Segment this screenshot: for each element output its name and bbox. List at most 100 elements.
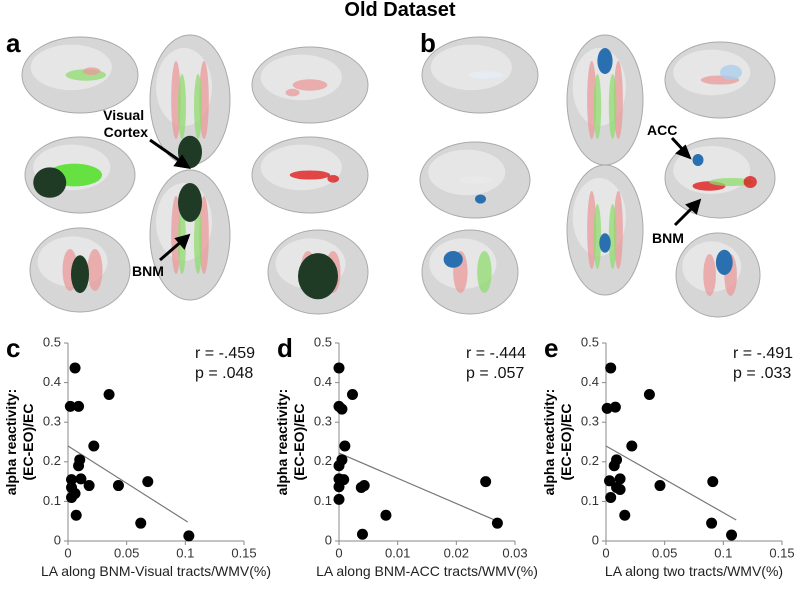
tract [593, 204, 602, 269]
tract [458, 176, 492, 184]
figure-title: Old Dataset [344, 0, 455, 21]
point [333, 493, 345, 505]
y-tick-label: 0 [54, 532, 61, 547]
y-axis-label: (EC-EO)/EC [20, 404, 36, 481]
y-tick-label: 0.3 [314, 414, 332, 429]
region [33, 167, 67, 198]
x-axis-label: LA along BNM-Visual tracts/WMV(%) [41, 563, 271, 579]
x-tick-label: 0.05 [652, 545, 677, 560]
fit-line [67, 445, 189, 523]
x-axis-label: LA along BNM-ACC tracts/WMV(%) [316, 563, 538, 579]
tract [327, 175, 340, 183]
y-tick-label: 0.4 [581, 374, 599, 389]
point [626, 440, 638, 452]
panel-label: b [420, 28, 436, 58]
point [73, 400, 85, 412]
point [142, 476, 154, 488]
point [356, 528, 368, 540]
point [491, 517, 503, 529]
point [355, 482, 367, 494]
point [380, 509, 392, 521]
tract [608, 204, 617, 269]
point [75, 473, 87, 485]
point [609, 401, 621, 413]
point [605, 491, 617, 503]
x-tick-label: 0 [335, 545, 342, 560]
y-tick-label: 0.2 [43, 453, 61, 468]
point [70, 509, 82, 521]
tract [593, 74, 602, 139]
y-tick-label: 0 [325, 532, 332, 547]
region [71, 255, 89, 294]
fit-line [338, 452, 498, 522]
y-axis-label: alpha reactivity: [541, 389, 557, 496]
brain-shade [260, 144, 342, 191]
point [333, 481, 345, 493]
point [339, 440, 351, 452]
y-tick-label: 0.1 [314, 493, 332, 508]
tract [178, 74, 186, 139]
region [692, 154, 704, 166]
tract [743, 176, 757, 188]
region [178, 183, 202, 222]
x-tick-label: 0.01 [385, 545, 410, 560]
point [605, 362, 617, 374]
x-tick-label: 0.15 [231, 545, 256, 560]
chart: e 0 0.1 0.2 0.3 0.4 0.5 0 0.05 0.1 0.15 LA along tw… [541, 333, 795, 579]
y-axis-label: alpha reactivity: [274, 389, 290, 496]
y-tick-label: 0.1 [581, 493, 599, 508]
point [619, 509, 631, 521]
point [608, 460, 620, 472]
tract [194, 74, 202, 139]
chart: d 0 0.1 0.2 0.3 0.4 0.5 0 0.01 0.02 0.03 LA along B… [274, 333, 538, 579]
point [112, 480, 124, 492]
annotation: BNM [652, 230, 684, 246]
brain-shade [30, 44, 112, 91]
point [601, 402, 613, 414]
x-tick-label: 0.03 [502, 545, 527, 560]
point [73, 460, 85, 472]
tract [608, 74, 617, 139]
y-tick-label: 0.4 [43, 374, 61, 389]
point [643, 388, 655, 400]
point [183, 530, 195, 542]
tract [194, 209, 202, 274]
y-tick-label: 0.5 [581, 334, 599, 349]
x-tick-label: 0.1 [714, 545, 732, 560]
tract [292, 79, 328, 91]
point [707, 476, 719, 488]
region [475, 194, 486, 204]
y-tick-label: 0.5 [314, 334, 332, 349]
annotation: BNM [132, 263, 164, 279]
tract [289, 170, 331, 180]
x-tick-label: 0.05 [114, 545, 139, 560]
point [83, 480, 95, 492]
y-tick-label: 0.2 [314, 453, 332, 468]
tract [285, 88, 300, 97]
point [336, 403, 348, 415]
point [64, 400, 76, 412]
point [654, 480, 666, 492]
stat-annotation: r = -.444 [466, 345, 526, 362]
panel-label: d [277, 333, 293, 363]
y-axis-label: (EC-EO)/EC [558, 404, 574, 481]
tract [703, 254, 716, 296]
y-axis-label: alpha reactivity: [3, 389, 19, 496]
panel-label: a [6, 28, 21, 58]
panel-label: e [544, 333, 558, 363]
point [135, 517, 147, 529]
stat-annotation: p = .033 [733, 365, 791, 382]
y-tick-label: 0.4 [314, 374, 332, 389]
point [69, 362, 81, 374]
brain-shade [673, 49, 751, 96]
brain-renderings [21, 34, 776, 318]
point [333, 362, 345, 374]
tract [709, 178, 753, 186]
fit-line [605, 445, 737, 521]
brain-shade [430, 44, 512, 91]
stat-annotation: r = -.491 [733, 345, 793, 362]
y-tick-label: 0.5 [43, 334, 61, 349]
tract [468, 71, 504, 79]
y-axis-label: (EC-EO)/EC [291, 404, 307, 481]
